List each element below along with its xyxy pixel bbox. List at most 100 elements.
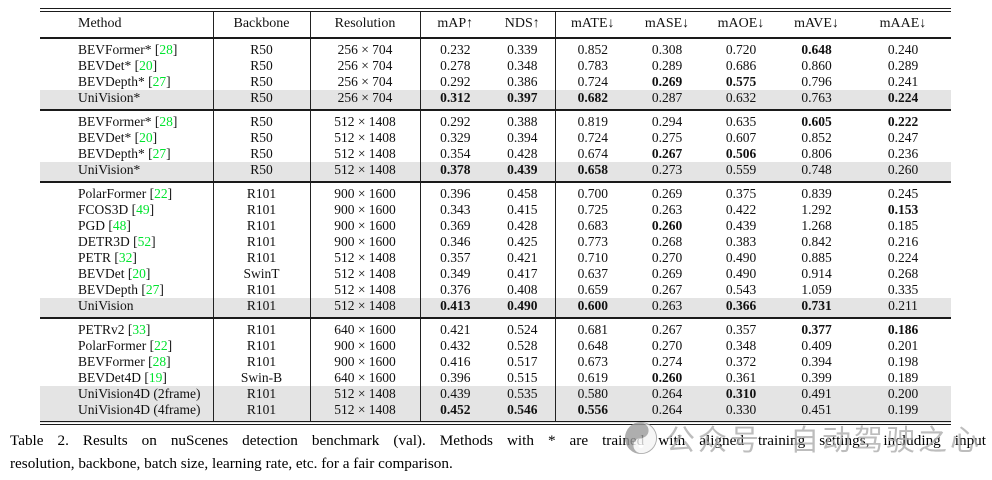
metric-cell-mAVE: 0.394 bbox=[801, 354, 832, 369]
table-header: Method Backbone Resolution mAP↑ NDS↑ mAT… bbox=[40, 10, 951, 39]
metric-cell-mAOE: 0.543 bbox=[725, 282, 757, 297]
backbone-cell: R101 bbox=[213, 354, 311, 370]
metric-cell-mAP: 0.346 bbox=[440, 234, 471, 249]
metric-cell-mAP: 0.416 bbox=[440, 354, 471, 369]
backbone-cell: R50 bbox=[213, 38, 311, 58]
metric-cell-NDS: 0.386 bbox=[490, 74, 556, 90]
table-group-1: BEVFormer* [28] R50 256 × 704 0.232 0.339 0.8… bbox=[40, 38, 951, 110]
method-name: PETR bbox=[78, 250, 112, 265]
citation-ref: 22 bbox=[154, 338, 168, 353]
citation-ref: 19 bbox=[148, 370, 163, 385]
backbone-cell: R101 bbox=[213, 282, 311, 298]
table-row-univision4d-2frame: UniVision4D (2frame) R101 512 × 1408 0.439 0… bbox=[40, 386, 951, 402]
col-header-maae: mAAE↓ bbox=[855, 10, 951, 39]
metric-cell-mASE: 0.274 bbox=[651, 354, 683, 369]
metric-cell-mAP: 0.369 bbox=[440, 218, 471, 233]
table-row-detr3d: DETR3D [52] R101 900 × 1600 0.346 0.425 0.773… bbox=[40, 234, 951, 250]
metric-cell-mASE: 0.269 bbox=[651, 266, 683, 281]
metric-cell-mAP: 0.376 bbox=[440, 282, 471, 297]
metric-cell-mAVE: 1.268 bbox=[801, 218, 832, 233]
metric-cell-mATE: 0.619 bbox=[577, 370, 608, 385]
metric-cell-mASE: 0.308 bbox=[651, 42, 683, 57]
resolution-cell: 512 × 1408 bbox=[310, 146, 421, 162]
method-cell: BEVDepth [27] bbox=[40, 282, 214, 298]
metric-cell-mAAE: 0.240 bbox=[887, 42, 919, 57]
method-name: UniVision4D (4frame) bbox=[78, 402, 201, 417]
table-row-fcos3d: FCOS3D [49] R101 900 × 1600 0.343 0.415 0.725… bbox=[40, 202, 951, 218]
table-row-petrv2: PETRv2 [33] R101 640 × 1600 0.421 0.524 0.681… bbox=[40, 318, 951, 338]
method-name: FCOS3D bbox=[78, 202, 129, 217]
backbone-cell: R101 bbox=[213, 318, 311, 338]
metric-cell-NDS: 0.528 bbox=[490, 338, 556, 354]
table-caption: Table 2. Results on nuScenes detection b… bbox=[10, 429, 986, 475]
table-row-bevdet4d: BEVDet4D [19] Swin-B 640 × 1600 0.396 0.515 0… bbox=[40, 370, 951, 386]
table-row-univision: UniVision* R50 256 × 704 0.312 0.397 0.682 0.2… bbox=[40, 90, 951, 110]
citation-ref: 48 bbox=[112, 218, 127, 233]
metric-cell-mAVE: 0.839 bbox=[801, 186, 832, 201]
citation-ref: 27 bbox=[152, 74, 167, 89]
resolution-cell: 900 × 1600 bbox=[310, 234, 421, 250]
metric-cell-mAP: 0.349 bbox=[440, 266, 471, 281]
metric-cell-mATE: 0.556 bbox=[555, 402, 630, 423]
method-name: BEVDepth bbox=[78, 282, 138, 297]
metric-cell-mAOE: 0.361 bbox=[725, 370, 757, 385]
metric-cell-mAAE: 0.185 bbox=[887, 218, 919, 233]
metric-cell-mAP: 0.292 bbox=[440, 114, 471, 129]
metric-cell-mAAE: 0.236 bbox=[887, 146, 919, 161]
citation-ref: 28 bbox=[159, 42, 173, 57]
method-name: PETRv2 bbox=[78, 322, 125, 337]
resolution-cell: 512 × 1408 bbox=[310, 282, 421, 298]
metric-cell-mATE: 0.700 bbox=[577, 186, 608, 201]
metric-cell-mAAE: 0.268 bbox=[887, 266, 919, 281]
metric-cell-mAVE: 0.399 bbox=[801, 370, 832, 385]
table-row-bevdet: BEVDet [20] SwinT 512 × 1408 0.349 0.417 0.63… bbox=[40, 266, 951, 282]
method-cell: BEVDepth* [27] bbox=[40, 146, 214, 162]
resolution-cell: 512 × 1408 bbox=[310, 298, 421, 318]
metric-cell-mATE: 0.724 bbox=[577, 74, 608, 89]
metric-cell-mAOE: 0.310 bbox=[704, 386, 778, 402]
method-cell: PGD [48] bbox=[40, 218, 214, 234]
metric-cell-mAVE: 0.731 bbox=[778, 298, 855, 318]
metric-cell-mASE: 0.270 bbox=[651, 338, 683, 353]
metric-cell-mAOE: 0.632 bbox=[704, 90, 778, 110]
method-cell: UniVision* bbox=[40, 162, 214, 182]
metric-cell-mATE: 0.648 bbox=[577, 338, 608, 353]
metric-cell-mASE: 0.268 bbox=[651, 234, 683, 249]
table-row-bevdepth: BEVDepth [27] R101 512 × 1408 0.376 0.408 0.6… bbox=[40, 282, 951, 298]
metric-cell-mAOE: 0.720 bbox=[725, 42, 757, 57]
backbone-cell: SwinT bbox=[213, 266, 311, 282]
method-name: BEVDepth* bbox=[78, 74, 145, 89]
col-header-maoe: mAOE↓ bbox=[704, 10, 778, 39]
results-table-wrap: Method Backbone Resolution mAP↑ NDS↑ mAT… bbox=[40, 8, 951, 425]
metric-cell-NDS: 0.348 bbox=[490, 58, 556, 74]
metric-cell-mASE: 0.269 bbox=[651, 186, 683, 201]
metric-cell-NDS: 0.425 bbox=[490, 234, 556, 250]
table-row-polarformer: PolarFormer [22] R101 900 × 1600 0.432 0.528… bbox=[40, 338, 951, 354]
method-cell: BEVDet* [20] bbox=[40, 58, 214, 74]
table-row-pgd: PGD [48] R101 900 × 1600 0.369 0.428 0.683 0.2… bbox=[40, 218, 951, 234]
method-name: UniVision bbox=[78, 298, 134, 313]
metric-cell-mATE: 0.637 bbox=[577, 266, 608, 281]
table-row-univision: UniVision R101 512 × 1408 0.413 0.490 0.600 0.… bbox=[40, 298, 951, 318]
backbone-cell: R101 bbox=[213, 298, 311, 318]
method-name: BEVDet bbox=[78, 266, 125, 281]
metric-cell-mAOE: 0.559 bbox=[704, 162, 778, 182]
citation-ref: 28 bbox=[159, 114, 173, 129]
method-cell: BEVFormer [28] bbox=[40, 354, 214, 370]
method-cell: PolarFormer [22] bbox=[40, 338, 214, 354]
metric-cell-mAAE: 0.200 bbox=[855, 386, 951, 402]
table-row-polarformer: PolarFormer [22] R101 900 × 1600 0.396 0.458… bbox=[40, 182, 951, 202]
metric-cell-mAOE: 0.607 bbox=[725, 130, 757, 145]
col-header-method: Method bbox=[40, 10, 214, 39]
metric-cell-mAOE: 0.575 bbox=[725, 74, 757, 89]
metric-cell-mAP: 0.292 bbox=[440, 74, 471, 89]
metric-cell-mATE: 0.725 bbox=[577, 202, 608, 217]
backbone-cell: R101 bbox=[213, 250, 311, 266]
metric-cell-mAP: 0.354 bbox=[440, 146, 471, 161]
metric-cell-mAP: 0.329 bbox=[440, 130, 471, 145]
backbone-cell: R50 bbox=[213, 162, 311, 182]
method-name: PGD bbox=[78, 218, 106, 233]
resolution-cell: 256 × 704 bbox=[310, 74, 421, 90]
citation-ref: 52 bbox=[137, 234, 152, 249]
metric-cell-mAAE: 0.245 bbox=[887, 186, 919, 201]
